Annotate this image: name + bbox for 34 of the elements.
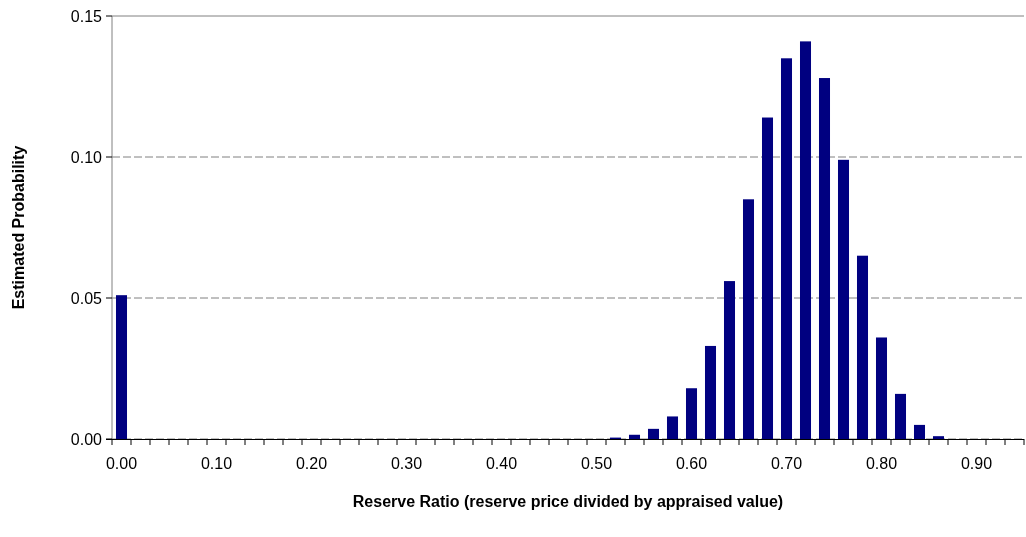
bar [628, 434, 641, 439]
bar [723, 281, 736, 439]
bar [780, 58, 793, 439]
bar [894, 393, 907, 439]
y-tick-label: 0.15 [70, 7, 103, 25]
bar [761, 117, 774, 439]
x-tick-label: 0.30 [390, 455, 423, 472]
bar [856, 255, 869, 439]
bar [704, 345, 717, 439]
y-tick-label: 0.00 [70, 430, 103, 448]
x-tick-label: 0.00 [105, 455, 138, 472]
bar [875, 337, 888, 439]
x-tick-label: 0.50 [580, 455, 613, 472]
bar [913, 424, 926, 439]
x-axis-title: Reserve Ratio (reserve price divided by appraised value) [352, 493, 784, 510]
bar [115, 295, 128, 439]
y-tick-label: 0.10 [70, 148, 103, 166]
bar [799, 41, 812, 439]
x-tick-label: 0.10 [200, 455, 233, 472]
x-tick-label: 0.20 [295, 455, 328, 472]
x-tick-label: 0.60 [675, 455, 708, 472]
x-tick-label: 0.40 [485, 455, 518, 472]
bar [837, 159, 850, 439]
bar [647, 428, 660, 439]
y-axis-title: Estimated Probability [10, 145, 27, 310]
x-tick-label: 0.90 [960, 455, 993, 472]
bar [742, 199, 755, 439]
x-tick-label: 0.80 [865, 455, 898, 472]
bar [818, 78, 831, 439]
bar [666, 416, 679, 439]
x-tick-label: 0.70 [770, 455, 803, 472]
bar [685, 388, 698, 439]
bar [932, 436, 945, 439]
y-tick-label: 0.05 [70, 289, 103, 307]
